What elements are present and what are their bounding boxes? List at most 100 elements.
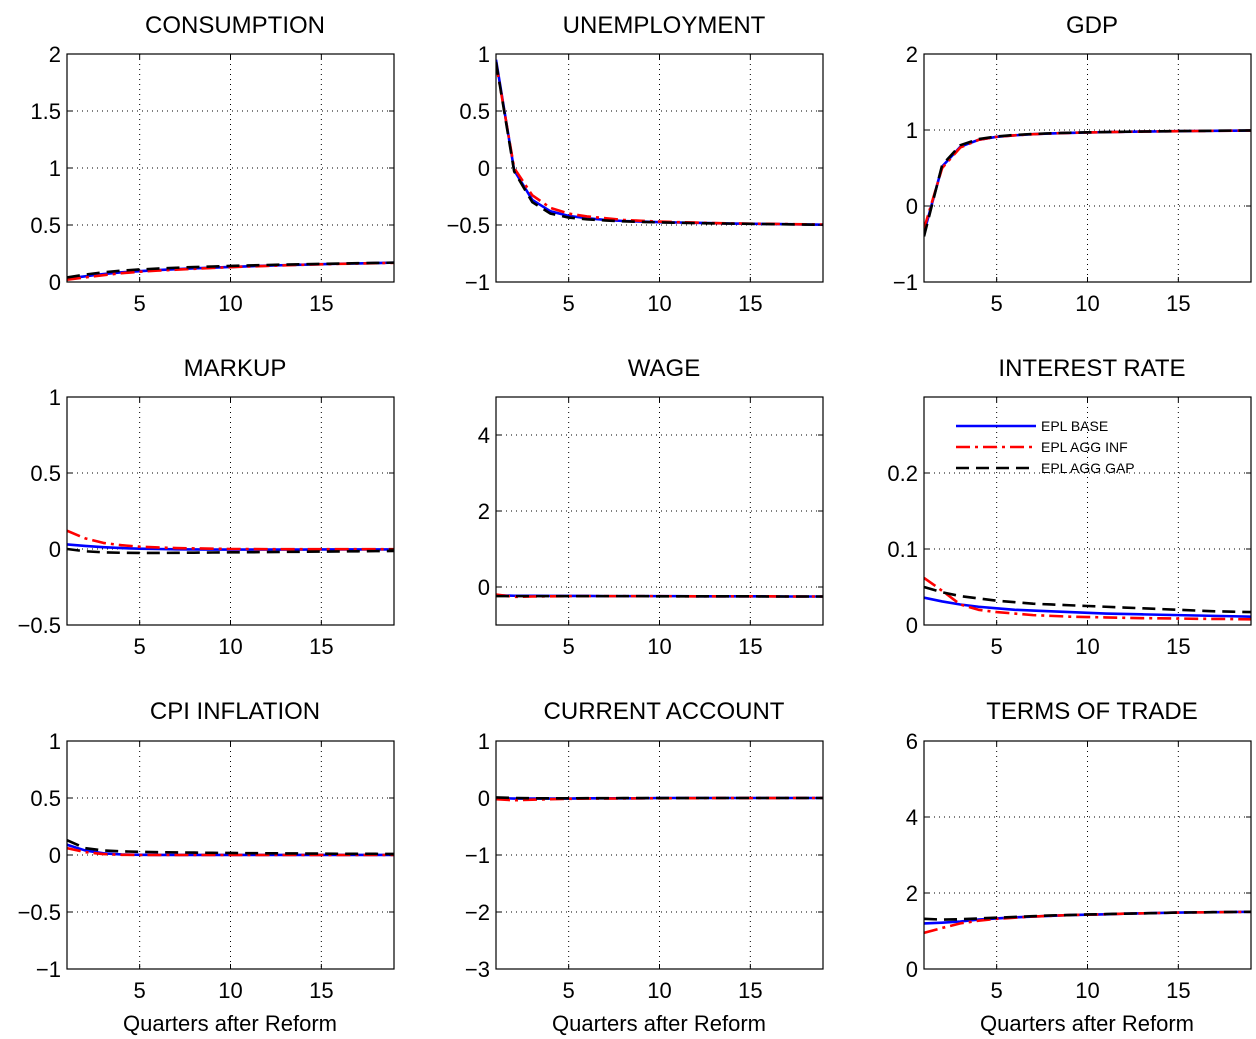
series-group xyxy=(496,796,823,802)
y-tick-label: 1 xyxy=(49,729,61,754)
series-group xyxy=(924,910,1251,935)
axes-box xyxy=(495,53,824,283)
x-tick-label: 15 xyxy=(309,291,333,316)
y-tick-label: 4 xyxy=(906,805,918,830)
series-line-agg-inf xyxy=(924,576,1251,621)
x-tick-label: 15 xyxy=(1166,291,1190,316)
panel-interest-rate: INTEREST RATE 5 10 15 0 0.1 0.2 EPL BASE EPL … xyxy=(887,355,1252,659)
y-tick-label: −0.5 xyxy=(447,213,490,238)
x-axis-label: Quarters after Reform xyxy=(980,1011,1194,1036)
x-tick-label: 5 xyxy=(563,634,575,659)
y-tick-label: 6 xyxy=(906,729,918,754)
plot-area: 5 10 15 −0.5 0 0.5 1 xyxy=(18,385,395,659)
y-tick-label: 0 xyxy=(49,843,61,868)
series-group xyxy=(924,129,1251,237)
x-axis-label: Quarters after Reform xyxy=(552,1011,766,1036)
series-line-base xyxy=(924,596,1251,618)
panel-consumption: CONSUMPTION 5 10 15 0 0.5 1 1.5 2 xyxy=(30,12,395,316)
axes-box xyxy=(66,53,395,283)
plot-area: 5 10 15 −1 0 1 2 xyxy=(893,42,1252,316)
y-tick-label: 2 xyxy=(49,42,61,67)
panel-markup: MARKUP 5 10 15 −0.5 0 0.5 1 xyxy=(18,355,395,659)
series-line-agg-gap xyxy=(924,585,1251,614)
plot-area: 5 10 15 −1 −0.5 0 0.5 1 xyxy=(18,729,395,1003)
x-tick-label: 15 xyxy=(309,634,333,659)
x-tick-label: 10 xyxy=(1075,291,1099,316)
legend-label: EPL AGG INF xyxy=(1041,439,1128,455)
y-tick-label: 0 xyxy=(906,957,918,982)
y-tick-label: 2 xyxy=(478,499,490,524)
x-tick-label: 5 xyxy=(563,291,575,316)
y-tick-label: 0 xyxy=(49,537,61,562)
series-group xyxy=(67,838,394,857)
panel-title: UNEMPLOYMENT xyxy=(563,12,766,39)
y-tick-label: 4 xyxy=(478,423,490,448)
series-line-agg-gap xyxy=(67,838,394,856)
y-tick-label: −1 xyxy=(893,270,918,295)
series-line-agg-inf xyxy=(67,846,394,857)
x-tick-label: 15 xyxy=(738,291,762,316)
x-tick-label: 5 xyxy=(563,978,575,1003)
series-line-agg-gap xyxy=(924,129,1251,237)
plot-area: 5 10 15 0 2 4 xyxy=(478,396,824,659)
axes-box xyxy=(495,396,824,626)
y-tick-label: 1 xyxy=(906,118,918,143)
series-group xyxy=(67,529,394,555)
x-tick-label: 10 xyxy=(218,291,242,316)
legend: EPL BASE EPL AGG INF EPL AGG GAP xyxy=(956,418,1135,476)
x-tick-label: 5 xyxy=(134,291,146,316)
x-axis-label: Quarters after Reform xyxy=(123,1011,337,1036)
x-tick-label: 15 xyxy=(309,978,333,1003)
plot-area: 5 10 15 0 0.5 1 1.5 2 xyxy=(30,42,395,316)
y-tick-label: 1 xyxy=(49,156,61,181)
x-tick-label: 15 xyxy=(1166,634,1190,659)
series-line-agg-inf xyxy=(67,529,394,551)
panel-wage: WAGE 5 10 15 0 2 4 xyxy=(478,355,824,659)
x-tick-label: 5 xyxy=(991,291,1003,316)
axes-box xyxy=(923,740,1252,970)
legend-label: EPL BASE xyxy=(1041,418,1108,434)
panel-gdp: GDP 5 10 15 −1 0 1 2 xyxy=(893,12,1252,316)
axes-box xyxy=(495,740,824,970)
y-tick-label: 0 xyxy=(49,270,61,295)
panel-title: CURRENT ACCOUNT xyxy=(544,698,785,725)
series-line-agg-gap xyxy=(67,261,394,279)
y-tick-label: 0.5 xyxy=(459,99,490,124)
plot-area: 5 10 15 0 2 4 6 xyxy=(906,729,1252,1003)
x-tick-label: 10 xyxy=(647,978,671,1003)
y-tick-label: 1.5 xyxy=(30,99,61,124)
plot-area: 5 10 15 −3 −2 −1 0 1 xyxy=(465,729,824,1003)
y-tick-label: 0.5 xyxy=(30,213,61,238)
x-tick-label: 5 xyxy=(134,634,146,659)
series-line-agg-gap xyxy=(496,796,823,800)
x-tick-label: 5 xyxy=(134,978,146,1003)
x-tick-label: 10 xyxy=(1075,634,1099,659)
panel-unemployment: UNEMPLOYMENT 5 10 15 −1 −0.5 0 0.5 1 xyxy=(447,12,824,316)
y-tick-label: 1 xyxy=(478,729,490,754)
x-tick-label: 15 xyxy=(738,634,762,659)
y-tick-label: −2 xyxy=(465,900,490,925)
y-tick-label: 0 xyxy=(478,156,490,181)
plot-area: 5 10 15 −1 −0.5 0 0.5 1 xyxy=(447,42,824,316)
series-group xyxy=(496,593,823,599)
panel-title: MARKUP xyxy=(184,355,287,382)
axes-box xyxy=(923,53,1252,283)
y-tick-label: 0 xyxy=(906,613,918,638)
y-tick-label: 0 xyxy=(478,575,490,600)
series-line-agg-gap xyxy=(67,547,394,555)
x-tick-label: 5 xyxy=(991,634,1003,659)
y-tick-label: −3 xyxy=(465,957,490,982)
panel-title: CONSUMPTION xyxy=(145,12,325,39)
y-tick-label: 2 xyxy=(906,42,918,67)
y-tick-label: −1 xyxy=(465,843,490,868)
y-tick-label: −1 xyxy=(465,270,490,295)
y-tick-label: 2 xyxy=(906,881,918,906)
x-tick-label: 15 xyxy=(738,978,762,1003)
series-group xyxy=(67,261,394,282)
panel-title: TERMS OF TRADE xyxy=(986,698,1198,725)
y-tick-label: 0.1 xyxy=(887,537,918,562)
x-tick-label: 10 xyxy=(647,634,671,659)
legend-label: EPL AGG GAP xyxy=(1041,460,1135,476)
y-tick-label: 1 xyxy=(478,42,490,67)
